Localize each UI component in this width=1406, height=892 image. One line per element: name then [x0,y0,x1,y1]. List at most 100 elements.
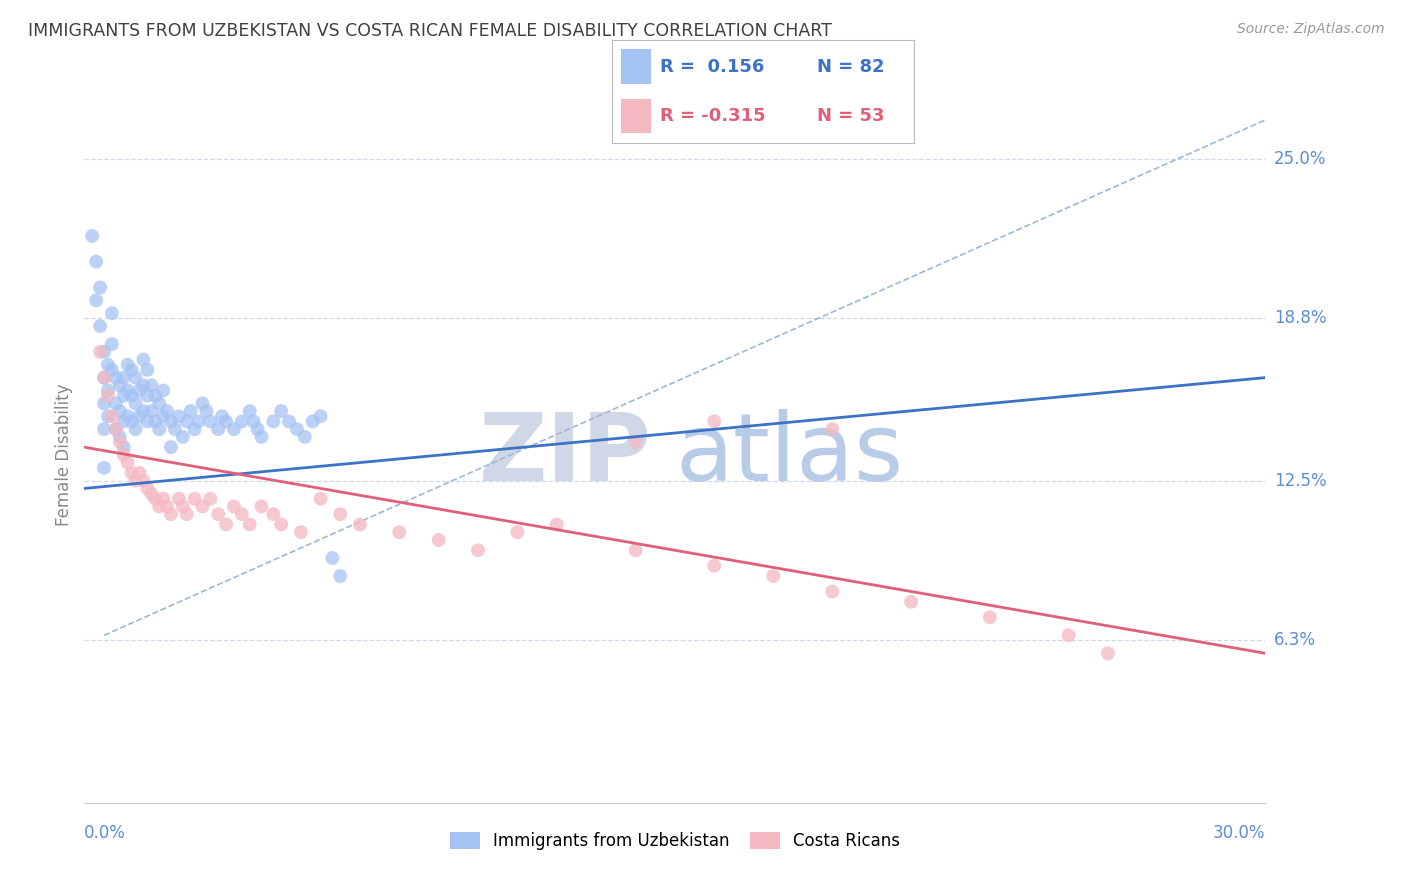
Point [900,595,922,609]
Point [101,409,124,424]
Point [152,384,174,398]
Point [112,440,135,454]
Point [136,482,159,496]
Point [200,491,222,506]
Point [270,404,292,418]
Point [427,533,450,547]
Point [93,370,115,384]
Text: ZIP: ZIP [478,409,651,501]
Point [242,414,264,428]
Point [112,370,135,384]
Point [108,435,131,450]
Text: Source: ZipAtlas.com: Source: ZipAtlas.com [1237,22,1385,37]
Point [821,422,844,436]
Point [231,414,253,428]
Point [239,404,262,418]
Text: N = 53: N = 53 [817,107,884,125]
Y-axis label: Female Disability: Female Disability [55,384,73,526]
Point [112,414,135,428]
Point [93,396,115,410]
Point [128,384,150,398]
Point [183,491,205,506]
Point [262,414,284,428]
Text: R =  0.156: R = 0.156 [659,58,765,76]
Text: 30.0%: 30.0% [1213,823,1265,842]
Point [121,414,143,428]
Text: 0.0%: 0.0% [84,823,127,842]
Point [172,430,194,444]
Point [112,448,135,462]
Legend: Immigrants from Uzbekistan, Costa Ricans: Immigrants from Uzbekistan, Costa Ricans [443,826,907,857]
Point [143,389,166,403]
Point [329,507,352,521]
Point [703,558,725,573]
Point [321,551,343,566]
Point [506,525,529,540]
Text: IMMIGRANTS FROM UZBEKISTAN VS COSTA RICAN FEMALE DISABILITY CORRELATION CHART: IMMIGRANTS FROM UZBEKISTAN VS COSTA RICA… [28,22,832,40]
Point [93,460,115,475]
Point [101,363,124,377]
Point [156,500,179,514]
Point [141,378,163,392]
Text: 12.5%: 12.5% [1274,472,1326,490]
Point [546,517,568,532]
Point [117,358,139,372]
Point [97,409,120,424]
Point [143,414,166,428]
Point [101,337,124,351]
Point [160,440,183,454]
Point [270,517,292,532]
Text: 6.3%: 6.3% [1274,632,1316,649]
Point [148,422,170,436]
Point [467,543,489,558]
Point [167,491,190,506]
Point [104,396,127,410]
Point [624,543,647,558]
Point [349,517,371,532]
Point [152,409,174,424]
Point [215,414,238,428]
Bar [620,49,651,84]
Point [167,409,190,424]
Point [290,525,312,540]
Point [97,384,120,398]
Point [97,389,120,403]
Point [124,474,146,488]
Point [176,507,198,521]
Point [93,344,115,359]
Point [191,500,214,514]
Point [128,466,150,480]
Point [195,404,218,418]
Point [200,414,222,428]
Point [278,414,301,428]
Point [262,507,284,521]
Point [128,409,150,424]
Point [121,363,143,377]
Point [89,319,111,334]
Point [160,507,183,521]
Point [117,456,139,470]
Point [101,306,124,320]
Point [152,491,174,506]
Point [624,435,647,450]
Point [93,370,115,384]
Text: N = 82: N = 82 [817,58,884,76]
Point [979,610,1001,624]
Point [180,404,202,418]
Point [176,414,198,428]
Point [301,414,323,428]
Point [89,280,111,294]
Point [132,378,155,392]
Point [172,500,194,514]
Point [121,389,143,403]
Point [163,422,186,436]
Point [97,358,120,372]
Point [141,404,163,418]
Point [207,422,229,436]
Point [136,414,159,428]
Point [388,525,411,540]
Point [821,584,844,599]
Point [121,466,143,480]
Point [222,422,245,436]
Point [89,344,111,359]
